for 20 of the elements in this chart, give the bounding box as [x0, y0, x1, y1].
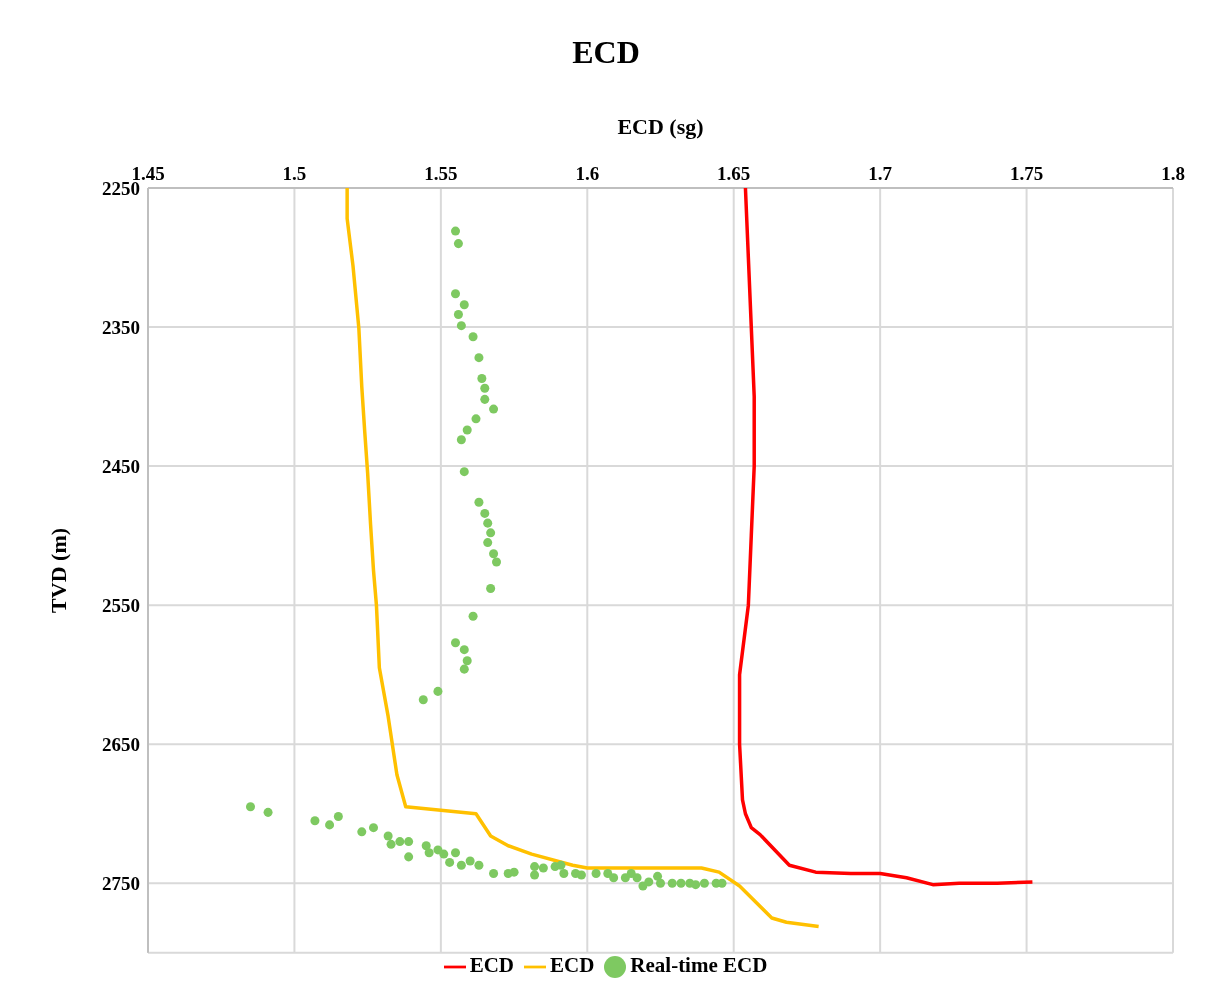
line-series: [345, 188, 821, 929]
x-tick-label: 1.75: [1009, 163, 1044, 184]
chart-title: ECD: [571, 34, 641, 71]
y-tick-label: 2550: [102, 594, 140, 616]
x-tick-label: 1.8: [1161, 163, 1185, 184]
y-tick-label: 2750: [102, 873, 140, 895]
x-axis-title: ECD (sg): [617, 114, 704, 139]
legend-label: Real-time ECD: [630, 952, 768, 977]
x-tick-label: 1.7: [868, 163, 893, 184]
x-tick-label: 1.5: [282, 163, 307, 184]
line-series: [737, 188, 1035, 887]
y-tick-label: 2350: [102, 316, 140, 338]
y-tick-label: 2450: [102, 455, 140, 477]
y-tick-label: 2650: [102, 733, 140, 755]
x-tick-label: 1.55: [424, 163, 458, 184]
x-tick-label: 1.6: [575, 163, 600, 184]
legend-label: ECD: [549, 952, 595, 977]
legend-label: ECD: [469, 952, 514, 977]
y-axis-title: TVD (m): [45, 527, 71, 613]
x-tick-label: 1.65: [717, 163, 751, 184]
